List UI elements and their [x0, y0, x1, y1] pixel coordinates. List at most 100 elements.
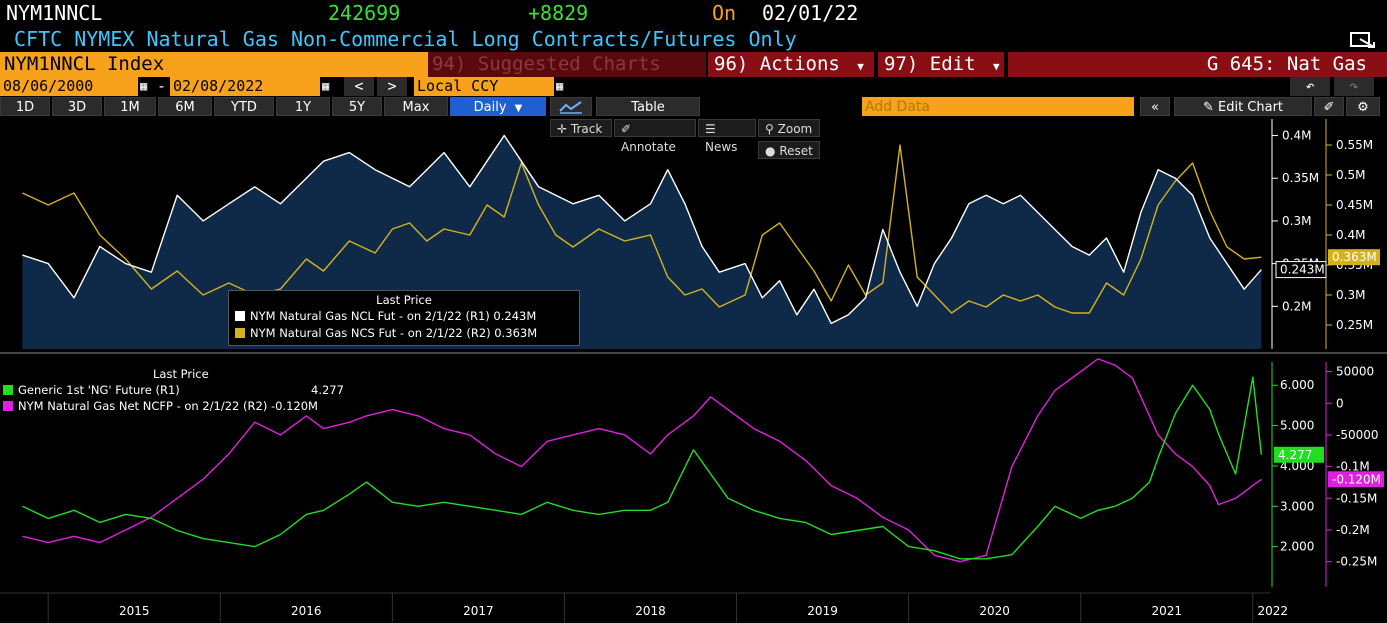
add-data-input[interactable]: Add Data [862, 97, 1134, 116]
last-price-label: 0.243M [1280, 263, 1325, 277]
y-tick-label: 0.35M [1282, 171, 1319, 185]
y-tick-label: -0.1M [1336, 460, 1370, 474]
calendar-icon[interactable]: ▦ [322, 79, 330, 93]
y-tick-label: 6.000 [1280, 378, 1314, 392]
chevron-down-icon: ▼ [857, 60, 864, 73]
legend-title: Last Price [376, 293, 432, 307]
y-tick-label: -0.15M [1336, 491, 1377, 505]
line-chart-icon[interactable] [550, 97, 592, 116]
y-tick-label: 3.000 [1280, 499, 1314, 513]
description-bar: CFTC NYMEX Natural Gas Non-Commercial Lo… [0, 27, 1387, 52]
chevron-down-icon: ▼ [992, 60, 1000, 73]
add-data-placeholder: Add Data [865, 99, 930, 115]
news-button[interactable]: ☰ News [698, 119, 756, 154]
legend-swatch [3, 385, 13, 395]
legend-entry: NYM Natural Gas NCL Fut - on 2/1/22 (R1)… [229, 308, 579, 325]
legend-entry: Generic 1st 'NG' Future (R1) 4.277 [3, 382, 363, 398]
y-tick-label: 0.2M [1282, 299, 1311, 313]
track-label: Track [570, 122, 603, 136]
period-1y[interactable]: 1Y [276, 97, 330, 116]
frequency-label: Daily [473, 100, 507, 115]
toolbar: NYM1NNCL Index 94) Suggested Charts 96) … [0, 52, 1387, 77]
reset-button[interactable]: ● Reset [758, 141, 820, 159]
y-tick-label: 0.45M [1336, 198, 1373, 212]
actions-label: 96) Actions [714, 53, 840, 75]
reset-label: Reset [779, 144, 813, 158]
date-range-bar: 08/06/2000 ▦ - 02/08/2022 ▦ < > Local CC… [0, 77, 1387, 96]
y-tick-label: -0.25M [1336, 555, 1377, 569]
suggested-charts-button[interactable]: 94) Suggested Charts [428, 52, 706, 77]
group-label: G 645: Nat Gas [1008, 52, 1387, 77]
legend-text: NYM Natural Gas NCL Fut - on 2/1/22 (R1)… [250, 309, 537, 323]
y-tick-label: -0.2M [1336, 523, 1370, 537]
period-6m[interactable]: 6M [158, 97, 212, 116]
crosshair-icon: ✛ [557, 122, 568, 136]
annotate-button[interactable]: ✐ Annotate [614, 119, 696, 154]
legend-entry: NYM Natural Gas NCS Fut - on 2/1/22 (R2)… [229, 325, 579, 342]
period-ytd[interactable]: YTD [214, 97, 274, 116]
y-tick-label: 0.5M [1336, 168, 1365, 182]
prev-button[interactable]: < [344, 77, 374, 96]
edit-icon[interactable]: ✐ [1314, 97, 1344, 116]
legend-entry: NYM Natural Gas Net NCFP - on 2/1/22 (R2… [3, 398, 363, 414]
security-field[interactable]: NYM1NNCL Index [0, 52, 428, 77]
redo-icon[interactable]: ↷ [1334, 77, 1374, 96]
last-price-box [1275, 261, 1327, 279]
ncl-series-line [22, 134, 1262, 325]
y-tick-label: 0 [1336, 396, 1344, 410]
currency-label: Local CCY [417, 77, 499, 95]
y-tick-label: 0.3M [1282, 214, 1311, 228]
end-date-field[interactable]: 02/08/2022 [170, 77, 320, 96]
zoom-label: Zoom [777, 122, 813, 136]
reset-icon: ● [765, 144, 776, 158]
period-max[interactable]: Max [384, 97, 448, 116]
period-5y[interactable]: 5Y [332, 97, 382, 116]
y-tick-label: 5.000 [1280, 419, 1314, 433]
ticker: NYM1NNCL [6, 1, 103, 25]
legend-swatch [235, 328, 245, 338]
period-1d[interactable]: 1D [0, 97, 50, 116]
legend-title: Last Price [153, 367, 209, 381]
edit-menu[interactable]: 97) Edit ▼ [878, 52, 1004, 77]
ng-future-line [22, 376, 1263, 560]
last-value: 242699 [328, 1, 401, 25]
collapse-icon[interactable]: « [1140, 97, 1170, 116]
y-tick-label: 0.25M [1336, 318, 1373, 332]
edit-chart-label: Edit Chart [1218, 100, 1284, 115]
legend-value: 4.277 [311, 383, 344, 397]
x-tick-label: 2017 [463, 604, 494, 618]
legend-swatch [235, 311, 245, 321]
pen-icon: ✐ [621, 122, 632, 136]
x-tick-label: 2022 [1258, 604, 1289, 618]
last-price-label: 4.277 [1278, 448, 1312, 462]
screenshot-icon[interactable] [1348, 30, 1378, 50]
start-date-field[interactable]: 08/06/2000 [0, 77, 138, 96]
track-button[interactable]: ✛ Track [550, 119, 612, 137]
next-button[interactable]: > [377, 77, 407, 96]
period-1m[interactable]: 1M [104, 97, 156, 116]
undo-icon[interactable]: ↶ [1290, 77, 1330, 96]
calendar-icon[interactable]: ▦ [556, 79, 564, 93]
frequency-select[interactable]: Daily ▼ [450, 97, 546, 116]
legend-text: NYM Natural Gas NCS Fut - on 2/1/22 (R2)… [250, 326, 538, 340]
x-tick-label: 2021 [1151, 604, 1182, 618]
legend-text: NYM Natural Gas Net NCFP - on 2/1/22 (R2… [18, 399, 318, 413]
y-tick-label: 2.000 [1280, 540, 1314, 554]
range-separator: - [157, 77, 167, 95]
table-button[interactable]: Table [596, 97, 700, 116]
chevron-down-icon: ▼ [514, 103, 523, 114]
period-3d[interactable]: 3D [52, 97, 102, 116]
header-bar: NYM1NNCL 242699 +8829 On 02/01/22 [0, 0, 1387, 27]
edit-chart-button[interactable]: ✎ Edit Chart [1174, 97, 1312, 116]
last-price-box [1274, 446, 1324, 463]
pencil-icon: ✎ [1202, 100, 1214, 115]
zoom-button[interactable]: ⚲ Zoom [758, 119, 820, 137]
actions-menu[interactable]: 96) Actions ▼ [708, 52, 874, 77]
x-tick-label: 2016 [291, 604, 322, 618]
gear-icon[interactable]: ⚙ [1346, 97, 1380, 116]
currency-select[interactable]: Local CCY [414, 77, 554, 96]
y-tick-label: 50000 [1336, 365, 1374, 379]
last-price-label: -0.120M [1332, 472, 1381, 486]
legend-text: Generic 1st 'NG' Future (R1) [18, 383, 180, 397]
calendar-icon[interactable]: ▦ [140, 79, 148, 93]
